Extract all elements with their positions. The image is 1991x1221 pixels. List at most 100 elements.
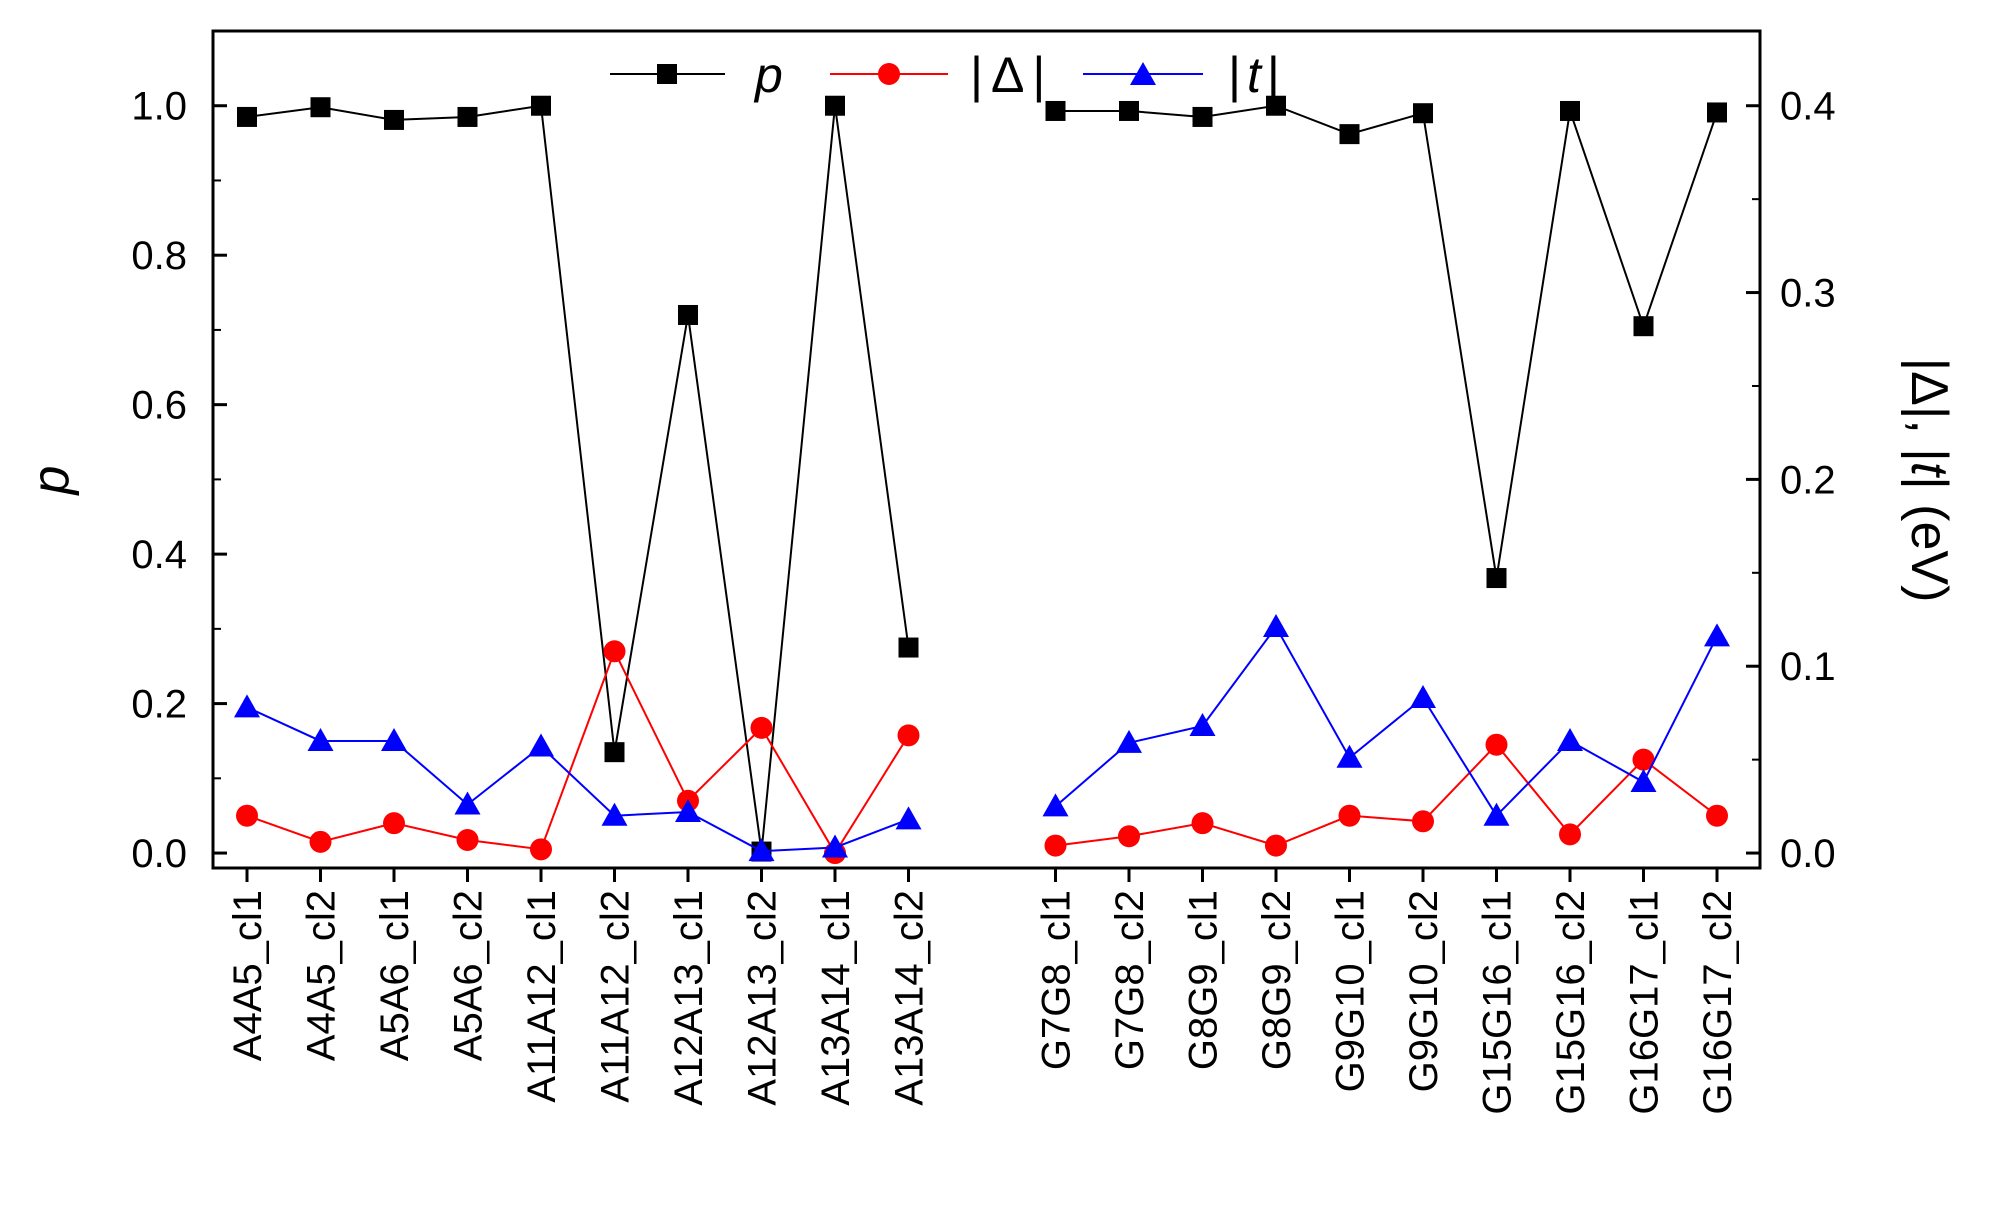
- right-tick-label: 0.3: [1780, 272, 1836, 316]
- x-tick-label: A4A5_cl1: [226, 890, 270, 1061]
- x-tick-label: G7G8_cl1: [1035, 890, 1079, 1070]
- series-p-point: [825, 95, 845, 116]
- series-t-point: [307, 727, 334, 751]
- x-tick-label: A4A5_cl2: [300, 890, 344, 1061]
- right-tick-label: 0.1: [1780, 645, 1836, 689]
- x-tick-label: G7G8_cl2: [1108, 890, 1152, 1070]
- x-tick-label: G9G10_cl2: [1402, 890, 1446, 1092]
- series-p-line: [1055, 104, 1718, 579]
- series-p-point: [1266, 95, 1286, 116]
- series-p-point: [1045, 100, 1066, 121]
- x-tick-label: G15G16_cl1: [1476, 890, 1520, 1115]
- left-tick-label: 0.8: [131, 234, 187, 278]
- series-t-point: [1630, 769, 1657, 793]
- series-t-line: [1054, 625, 1718, 818]
- legend: p | Δ | | t |: [610, 47, 1280, 103]
- series-t-point: [1042, 793, 1069, 817]
- series-delta-point: [603, 640, 626, 663]
- series-delta-point: [1706, 804, 1728, 827]
- x-tick-label: A13A14_cl2: [888, 890, 932, 1106]
- series-p-point: [1119, 100, 1139, 121]
- series-t-point: [1704, 623, 1730, 647]
- right-axis-title-t: t: [1900, 462, 1958, 479]
- series-t-point: [1336, 744, 1363, 768]
- series-layer: [234, 95, 1730, 865]
- series-delta-point: [1044, 834, 1067, 857]
- series-delta-point: [1338, 804, 1361, 827]
- left-tick-label: 0.6: [131, 384, 187, 428]
- left-tick-label: 0.2: [131, 683, 187, 727]
- x-tick-label: G8G9_cl2: [1255, 890, 1299, 1070]
- series-t-point: [234, 694, 260, 718]
- legend-label-delta: | Δ |: [970, 47, 1045, 103]
- x-tick-label: A11A12_cl1: [520, 890, 564, 1103]
- series-p-point: [1339, 124, 1360, 145]
- legend-marker-delta: [878, 63, 900, 85]
- x-tick-label: G15G16_cl2: [1549, 890, 1593, 1115]
- series-p-point: [1192, 106, 1213, 127]
- x-tick-label: A11A12_cl2: [594, 890, 638, 1103]
- series-delta-line: [246, 648, 910, 855]
- series-delta-point: [530, 838, 552, 861]
- series-delta-point: [309, 830, 332, 853]
- right-tick-label: 0.4: [1780, 85, 1836, 129]
- series-p-point: [457, 106, 478, 127]
- legend-label-t: | t |: [1228, 47, 1280, 103]
- left-tick-label: 0.4: [131, 533, 187, 577]
- series-delta-point: [1559, 823, 1581, 846]
- series-t-point: [895, 806, 922, 830]
- series-delta-point: [897, 724, 920, 747]
- series-delta-point: [1632, 748, 1655, 771]
- legend-t-open: |: [1228, 47, 1241, 103]
- series-delta-point: [750, 716, 773, 739]
- series-p-point: [384, 109, 404, 130]
- series-delta-point: [1265, 834, 1287, 857]
- series-t-point: [1116, 729, 1142, 753]
- left-tick-label: 1.0: [131, 85, 187, 129]
- series-delta-point: [383, 812, 405, 835]
- right-axis-title-part3: | (eV): [1900, 476, 1958, 602]
- series-t-line: [246, 706, 909, 853]
- right-tick-label: 0.2: [1780, 458, 1836, 502]
- series-t-point: [601, 802, 628, 826]
- series-t-point: [528, 733, 554, 757]
- series-p-point: [1560, 100, 1580, 121]
- legend-marker-p: [657, 64, 677, 84]
- series-t-point: [748, 838, 775, 862]
- series-p-point: [1413, 103, 1433, 124]
- right-axis-title-part1: |Δ|, |: [1900, 358, 1958, 462]
- x-tick-label: G16G17_cl2: [1696, 890, 1740, 1115]
- series-p-point: [531, 95, 551, 116]
- series-p-point: [1486, 568, 1507, 589]
- x-tick-label: A12A13_cl1: [667, 890, 711, 1106]
- x-tick-label: G16G17_cl1: [1623, 890, 1667, 1115]
- series-delta-point: [1412, 810, 1434, 833]
- series-delta-line: [1055, 743, 1718, 847]
- x-tick-label: G8G9_cl1: [1182, 890, 1226, 1070]
- series-p-point: [237, 106, 257, 127]
- legend-delta-symbol: Δ: [991, 47, 1024, 103]
- series-p-point: [678, 304, 698, 325]
- series-t-point: [1263, 613, 1289, 637]
- series-p-point: [604, 742, 625, 763]
- series-p-point: [310, 97, 331, 118]
- legend-p-symbol: p: [753, 47, 783, 103]
- series-t-point: [822, 834, 848, 858]
- axes-layer: 0.0 0.2 0.4 0.6 0.8 1.0 0.0 0.1 0.2 0.3 0.4 A4A5_cl…: [131, 85, 1835, 1115]
- series-p-line: [246, 104, 910, 852]
- x-tick-label: A5A6_cl1: [373, 890, 417, 1061]
- legend-t-close: |: [1267, 47, 1280, 103]
- series-delta-point: [456, 828, 479, 851]
- legend-marker-t: [1130, 62, 1156, 85]
- series-p-point: [1633, 316, 1654, 337]
- right-tick-label: 0.0: [1780, 832, 1836, 876]
- series-t-point: [454, 791, 481, 815]
- legend-delta-open: |: [970, 47, 983, 103]
- series-delta-point: [1191, 812, 1214, 835]
- series-t-point: [675, 798, 701, 822]
- left-tick-label: 0.0: [131, 832, 187, 876]
- x-tick-label: A13A14_cl1: [814, 890, 858, 1106]
- legend-delta-close: |: [1032, 47, 1045, 103]
- x-tick-label: A12A13_cl2: [741, 890, 785, 1106]
